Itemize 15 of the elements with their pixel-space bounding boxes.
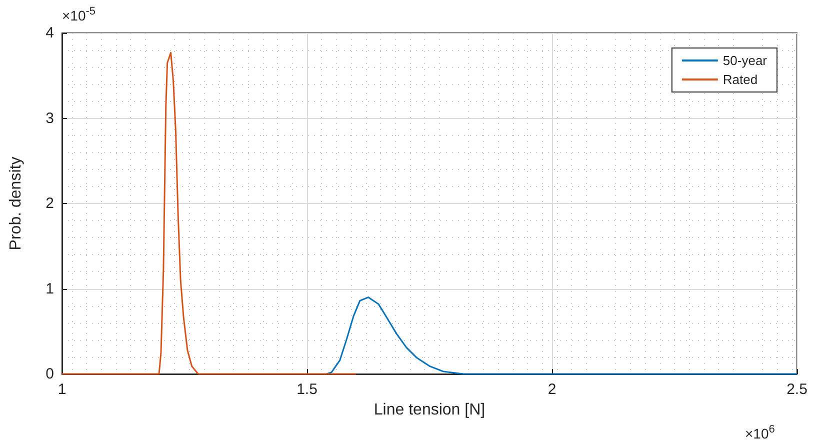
legend-label: Rated bbox=[722, 72, 758, 87]
x-tick-label: 1.5 bbox=[296, 381, 318, 398]
line-series bbox=[326, 296, 798, 375]
line-series bbox=[61, 52, 357, 375]
legend-label: 50-year bbox=[722, 53, 768, 68]
y-tick-label: 0 bbox=[46, 366, 54, 382]
y-tick-label: 4 bbox=[46, 24, 54, 42]
x-axis-title: Line tension [N] bbox=[374, 402, 486, 418]
x-tick-label: 2.5 bbox=[786, 381, 808, 398]
x-tick-label: 1 bbox=[58, 381, 66, 398]
x-tick-label: 2 bbox=[548, 381, 556, 398]
y-axis-title: Prob. density bbox=[8, 156, 24, 250]
y-tick-label: 3 bbox=[46, 110, 54, 127]
y-tick-label: 1 bbox=[46, 280, 54, 298]
y-tick-label: 2 bbox=[46, 195, 54, 212]
